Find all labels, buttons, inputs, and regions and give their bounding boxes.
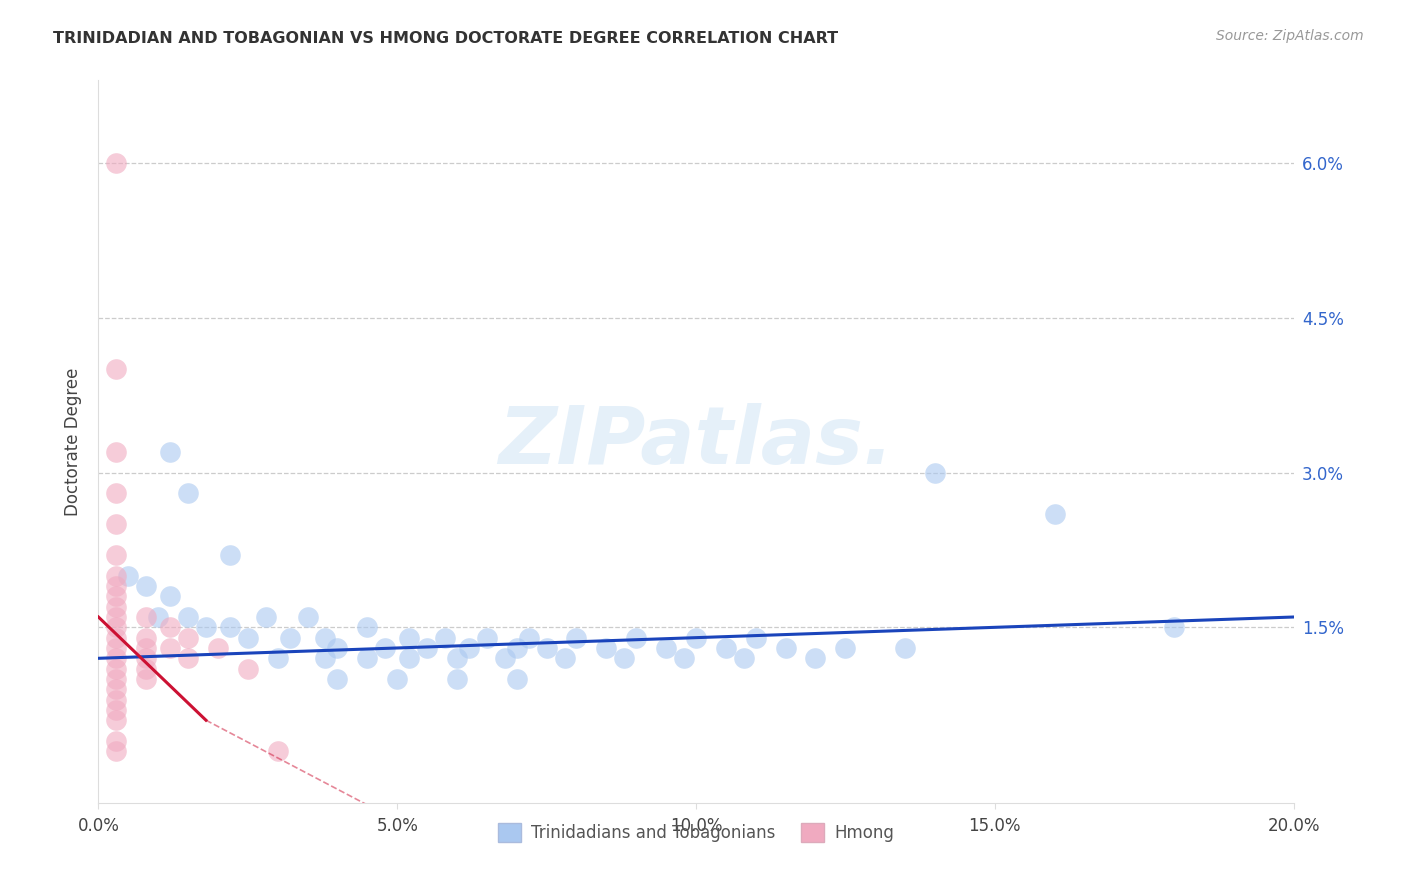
Point [135,610,157,624]
Point [297,610,319,624]
Point [326,640,349,655]
Point [219,548,242,562]
Point [177,631,200,645]
Point [105,640,128,655]
Point [159,590,181,604]
Point [398,651,420,665]
Point [105,662,128,676]
Point [565,631,588,645]
Point [398,631,420,645]
Point [105,672,128,686]
Point [159,620,181,634]
Point [105,517,128,532]
Point [105,703,128,717]
Point [105,734,128,748]
Text: ZIPatlas.: ZIPatlas. [498,402,894,481]
Point [278,631,301,645]
Point [236,662,259,676]
Point [613,651,636,665]
Point [135,672,157,686]
Point [446,651,468,665]
Point [374,640,396,655]
Point [1163,620,1185,634]
Point [554,651,576,665]
Point [536,640,558,655]
Point [148,610,170,624]
Point [177,486,200,500]
Point [135,640,157,655]
Y-axis label: Doctorate Degree: Doctorate Degree [65,368,83,516]
Point [517,631,540,645]
Point [326,672,349,686]
Point [506,672,529,686]
Point [434,631,457,645]
Point [177,610,200,624]
Point [356,620,378,634]
Point [177,651,200,665]
Point [236,631,259,645]
Point [267,651,290,665]
Point [315,631,337,645]
Point [105,486,128,500]
Point [105,445,128,459]
Point [105,682,128,697]
Point [207,640,229,655]
Point [105,548,128,562]
Point [804,651,827,665]
Point [135,662,157,676]
Point [385,672,409,686]
Point [745,631,768,645]
Point [105,568,128,582]
Point [494,651,516,665]
Point [458,640,481,655]
Point [254,610,277,624]
Point [117,568,139,582]
Point [1043,507,1066,521]
Point [416,640,439,655]
Point [219,620,242,634]
Point [446,672,468,686]
Point [105,692,128,706]
Text: Source: ZipAtlas.com: Source: ZipAtlas.com [1216,29,1364,44]
Point [105,610,128,624]
Point [475,631,498,645]
Point [655,640,678,655]
Point [105,599,128,614]
Point [924,466,946,480]
Point [105,744,128,758]
Point [135,579,157,593]
Legend: Trinidadians and Tobagonians, Hmong: Trinidadians and Tobagonians, Hmong [491,816,901,848]
Point [105,590,128,604]
Point [673,651,696,665]
Point [315,651,337,665]
Point [626,631,648,645]
Point [775,640,797,655]
Point [135,631,157,645]
Point [733,651,755,665]
Point [595,640,617,655]
Point [834,640,856,655]
Point [506,640,529,655]
Point [685,631,707,645]
Point [894,640,917,655]
Point [356,651,378,665]
Point [159,640,181,655]
Point [105,362,128,376]
Point [135,651,157,665]
Point [714,640,737,655]
Point [105,156,128,170]
Point [105,620,128,634]
Point [267,744,290,758]
Point [105,631,128,645]
Point [159,445,181,459]
Point [105,579,128,593]
Point [105,713,128,727]
Point [195,620,218,634]
Point [105,651,128,665]
Text: TRINIDADIAN AND TOBAGONIAN VS HMONG DOCTORATE DEGREE CORRELATION CHART: TRINIDADIAN AND TOBAGONIAN VS HMONG DOCT… [53,31,838,46]
